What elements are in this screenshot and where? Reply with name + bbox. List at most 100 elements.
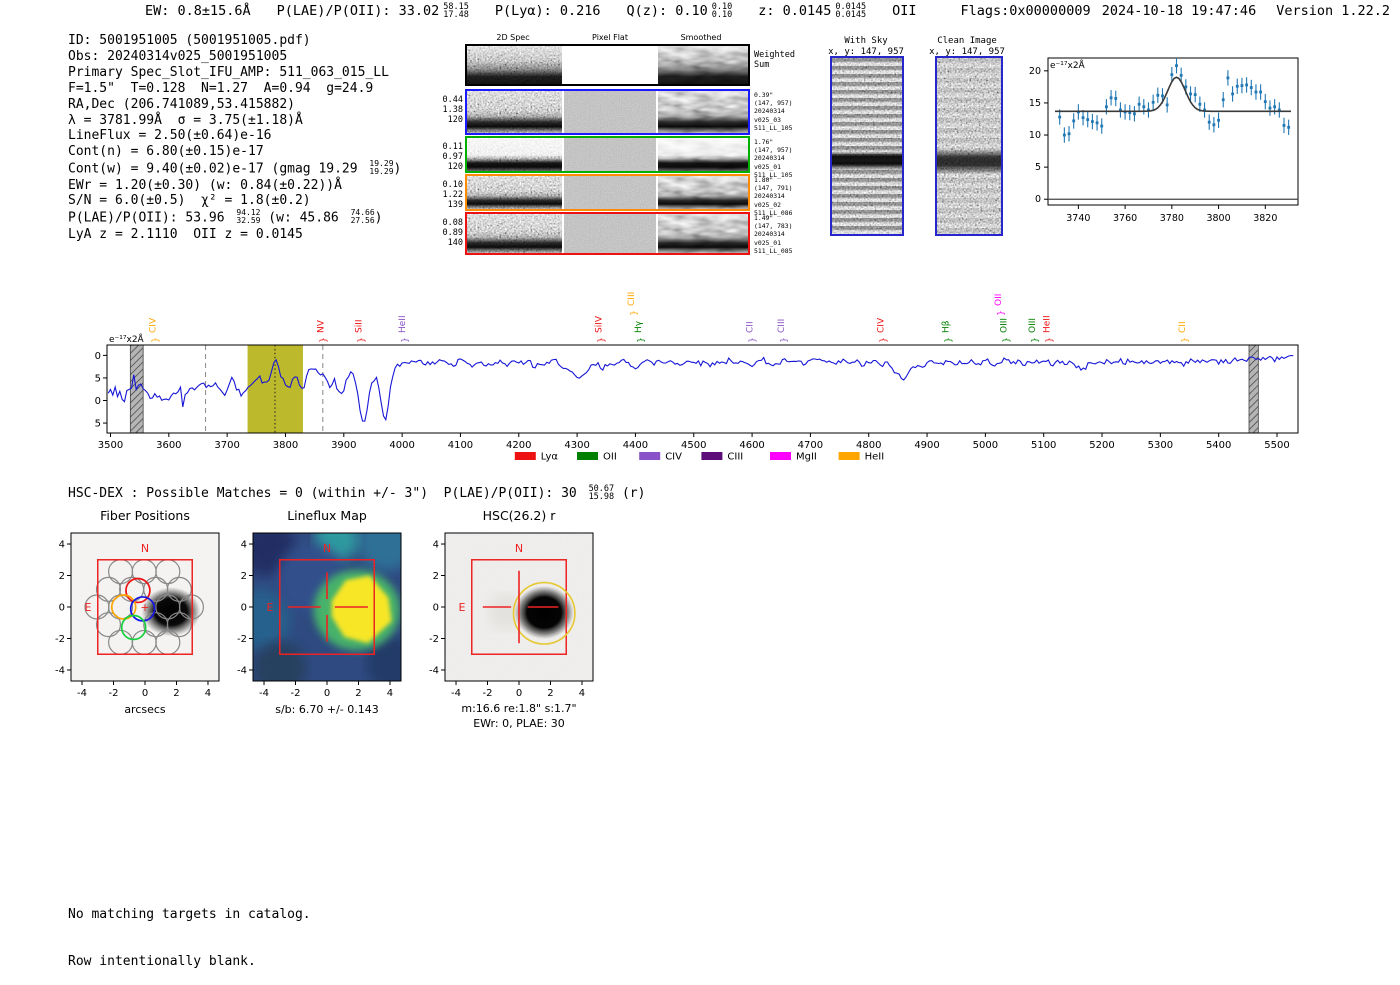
rect-element bbox=[1217, 118, 1220, 122]
rect-element bbox=[1207, 120, 1211, 124]
spectrum-x-tick-label: 5400 bbox=[1206, 440, 1231, 451]
colormap-patch bbox=[253, 589, 291, 650]
panel-x-tick-label: 2 bbox=[547, 688, 553, 699]
spec2d-row-right-info: 1.76" (147, 957) 20240314 v025_01 511_LL_105 bbox=[754, 138, 792, 179]
rect-element bbox=[1105, 105, 1108, 109]
fit-y-tick-label: 20 bbox=[1029, 66, 1041, 77]
fit-y-tick-label: 0 bbox=[1035, 194, 1041, 205]
withsky-bands-overlay bbox=[832, 58, 902, 234]
rect-element bbox=[1133, 112, 1136, 116]
div-element: 1.22 bbox=[442, 190, 463, 200]
header-meta: 2024-10-18 19:47:46 Version 1.22.2 bbox=[1102, 3, 1390, 19]
fiber-circle bbox=[95, 612, 122, 638]
panel-title: Fiber Positions bbox=[100, 508, 190, 523]
spectrum-x-tick-label: 4000 bbox=[389, 440, 414, 451]
report-timestamp: 2024-10-18 19:47:46 bbox=[1101, 3, 1257, 19]
info-text: LyA z = 2.1110 OII z = 0.0145 bbox=[68, 226, 303, 242]
div-element: 511_LL_086 bbox=[754, 208, 793, 217]
info-text: ) bbox=[374, 210, 383, 226]
clean-coords: x, y: 147, 957 bbox=[929, 47, 1005, 57]
info-line: λ = 3781.99Å σ = 3.75(±1.18)Å bbox=[68, 113, 401, 129]
spectrum-y-tick-label: 10 bbox=[95, 396, 101, 407]
info-uncertainty: 74.66 27.56 bbox=[350, 208, 375, 225]
div-element: 511_LL_085 bbox=[754, 246, 793, 255]
rect-element bbox=[1165, 103, 1169, 107]
spec2d-image-cell bbox=[467, 138, 562, 171]
spectrum-x-tick-label: 3800 bbox=[273, 440, 298, 451]
panel-x-tick-label: 0 bbox=[324, 688, 330, 699]
spec2d-exposure-row bbox=[465, 89, 750, 135]
div-element: (147, 957) bbox=[754, 146, 793, 155]
rect-element bbox=[1254, 90, 1258, 94]
footer-note: No matching targets in catalog. Row inte… bbox=[68, 876, 311, 985]
panel-y-tick-label: 2 bbox=[241, 571, 247, 582]
legend-label: CIII bbox=[727, 452, 743, 463]
line-label-brace: { bbox=[149, 337, 159, 343]
north-label: N bbox=[323, 542, 331, 555]
div-element bbox=[658, 91, 748, 133]
header-stat-uncertainty: 58.15 17.48 bbox=[443, 3, 469, 20]
legend-swatch bbox=[639, 452, 661, 460]
extraction-box bbox=[97, 559, 193, 655]
spectrum-line bbox=[107, 354, 1294, 422]
span-element: Flags:0x00000009 bbox=[960, 3, 1091, 19]
spectrum-x-tick-label: 4300 bbox=[564, 440, 589, 451]
spec2d-image-cell bbox=[467, 176, 562, 209]
info-line: LineFlux = 2.50(±0.64)e-16 bbox=[68, 128, 401, 144]
div-element: 27.56 bbox=[350, 215, 375, 225]
legend-label: Lyα bbox=[541, 452, 559, 463]
fiber-circle bbox=[178, 594, 205, 620]
spec2d-pixel-flat-cell bbox=[564, 91, 656, 133]
rect-element bbox=[1090, 120, 1094, 123]
div-element: 0.89 bbox=[442, 228, 463, 238]
fiber-circle bbox=[166, 612, 192, 638]
line-label-brace: { bbox=[1029, 337, 1039, 343]
div-element: 0.10 bbox=[442, 180, 463, 190]
div-element: 74.66 bbox=[350, 208, 375, 218]
fit-x-tick-label: 3820 bbox=[1253, 213, 1277, 224]
div-element: v025_03 bbox=[754, 115, 781, 124]
line-label-brace: { bbox=[596, 337, 606, 343]
div-element: 0.08 bbox=[442, 218, 463, 228]
panel-y-tick-label: 2 bbox=[433, 571, 439, 582]
div-element: 0.0145 bbox=[835, 2, 867, 13]
div-element bbox=[658, 138, 748, 171]
selected-fiber-circle bbox=[125, 577, 151, 604]
svg-element bbox=[564, 214, 656, 253]
div-element: 20240314 bbox=[754, 230, 785, 239]
emission-line-label: SiIV bbox=[595, 315, 605, 333]
emission-line-label: CIV bbox=[876, 317, 886, 333]
clean-cutout-image bbox=[935, 56, 1003, 236]
div-element: 0.44 bbox=[442, 95, 463, 105]
div-element bbox=[467, 214, 562, 253]
rect-element bbox=[1142, 105, 1146, 109]
info-line: F=1.5" T=0.128 N=1.27 A=0.94 g=24.9 bbox=[68, 81, 401, 97]
header-stat: OII bbox=[892, 3, 916, 20]
line-label-brace: { bbox=[877, 337, 887, 343]
line-label-brace: { bbox=[747, 337, 757, 343]
rect-element bbox=[1151, 100, 1155, 104]
div-element bbox=[467, 176, 562, 209]
clean-bands-overlay bbox=[937, 58, 1001, 234]
panel-x-tick-label: -4 bbox=[451, 688, 461, 699]
spec2d-row-left-stats: 0.08 0.89 140 bbox=[439, 218, 463, 248]
div-element: 0.39" bbox=[754, 91, 774, 99]
line-label-brace: { bbox=[1000, 337, 1010, 343]
legend-label: OII bbox=[603, 452, 617, 463]
emission-line-label: Hγ bbox=[634, 320, 644, 333]
panel-x-tick-label: 4 bbox=[579, 688, 585, 699]
info-line: Primary Spec_Slot_IFU_AMP: 511_063_015_L… bbox=[68, 65, 401, 81]
spec2d-pixel-flat-cell bbox=[564, 176, 656, 209]
div-element: 19.29 bbox=[369, 166, 394, 176]
fiber-circle bbox=[95, 576, 122, 602]
rect-element bbox=[1268, 106, 1272, 110]
rect-element bbox=[1193, 93, 1197, 96]
spectrum-x-tick-label: 3600 bbox=[156, 440, 181, 451]
east-label: E bbox=[85, 601, 92, 614]
info-line: RA,Dec (206.741089,53.415882) bbox=[68, 97, 401, 113]
div-element: 32.59 bbox=[236, 215, 261, 225]
spectrum-x-tick-label: 4100 bbox=[448, 440, 473, 451]
info-text: λ = 3781.99Å σ = 3.75(±1.18)Å bbox=[68, 112, 303, 128]
div-element: 50.67 bbox=[588, 484, 615, 495]
line-label-brace: { bbox=[1044, 337, 1054, 343]
